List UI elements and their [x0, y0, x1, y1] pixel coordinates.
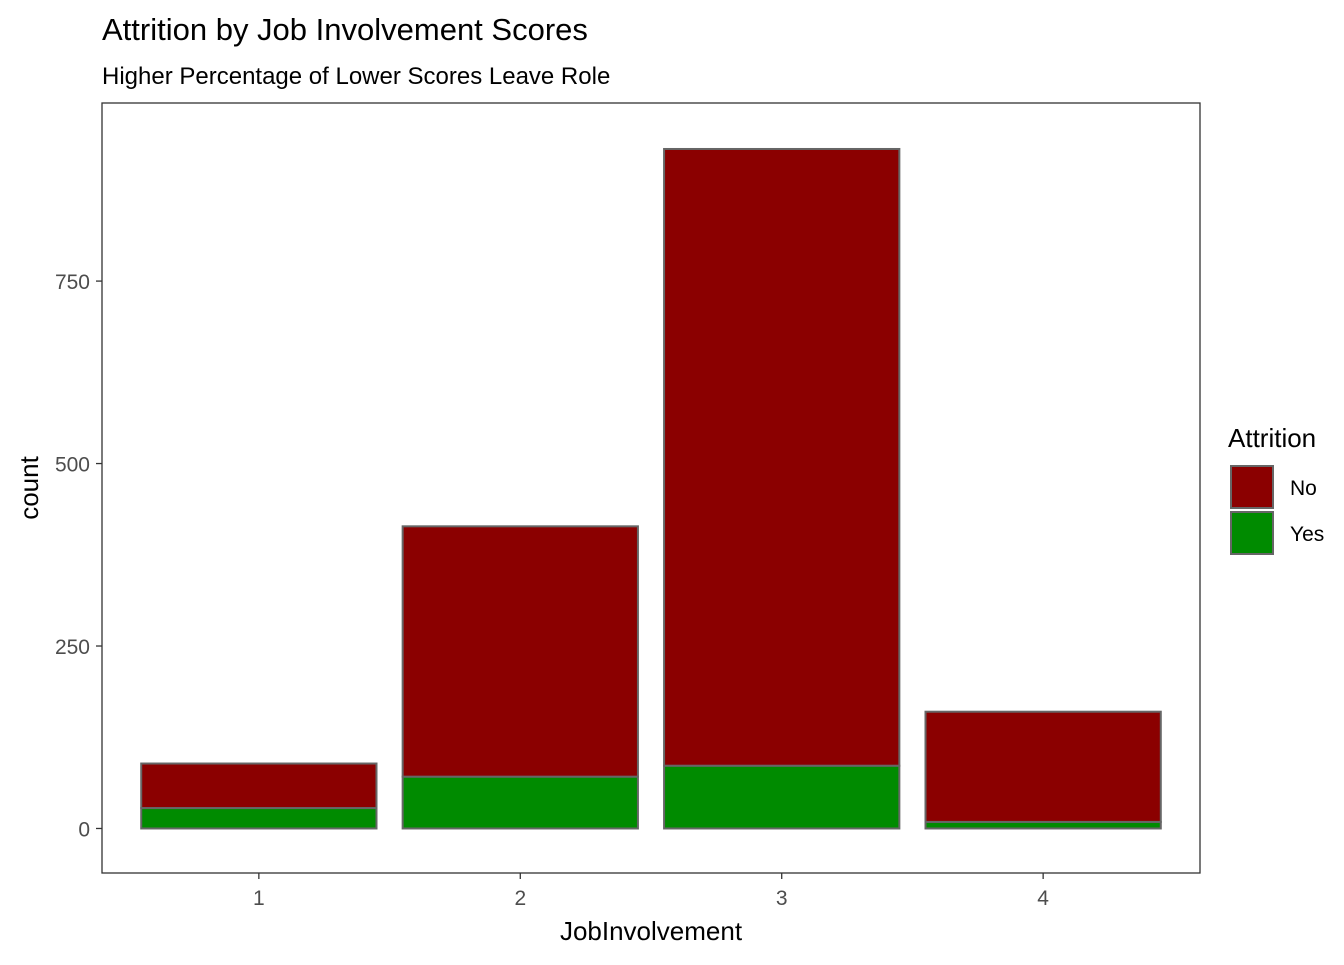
- bar-no-1: [140, 762, 378, 810]
- legend-title: Attrition: [1228, 423, 1316, 453]
- bar-no-4: [924, 710, 1162, 823]
- y-tick-label: 750: [55, 271, 90, 294]
- legend-items: No Yes: [1230, 465, 1324, 555]
- bar-no-3: [663, 147, 901, 767]
- bars-group: [140, 147, 1162, 830]
- y-tick-label: 0: [78, 818, 90, 841]
- y-axis-label: count: [14, 455, 44, 519]
- x-tick-label: 3: [776, 887, 788, 910]
- y-tick-label: 250: [55, 636, 90, 659]
- x-axis: 1 2 3 4: [253, 873, 1049, 910]
- legend-label-yes: Yes: [1290, 523, 1324, 546]
- legend-swatch-yes: [1230, 511, 1274, 555]
- bar-yes-2: [401, 775, 639, 830]
- chart-title: Attrition by Job Involvement Scores: [102, 12, 588, 47]
- bar-no-2: [401, 525, 639, 778]
- x-axis-label: JobInvolvement: [560, 916, 743, 946]
- legend-swatch-no: [1230, 465, 1274, 509]
- legend: Attrition No Yes: [1228, 423, 1324, 555]
- bar-yes-1: [140, 807, 378, 830]
- legend-label-no: No: [1290, 477, 1317, 500]
- chart-subtitle: Higher Percentage of Lower Scores Leave …: [102, 63, 610, 90]
- bar-yes-3: [663, 764, 901, 830]
- x-tick-label: 4: [1037, 887, 1049, 910]
- x-tick-label: 2: [514, 887, 526, 910]
- y-axis: 0 250 500 750: [55, 271, 102, 841]
- y-tick-label: 500: [55, 454, 90, 477]
- x-tick-label: 1: [253, 887, 265, 910]
